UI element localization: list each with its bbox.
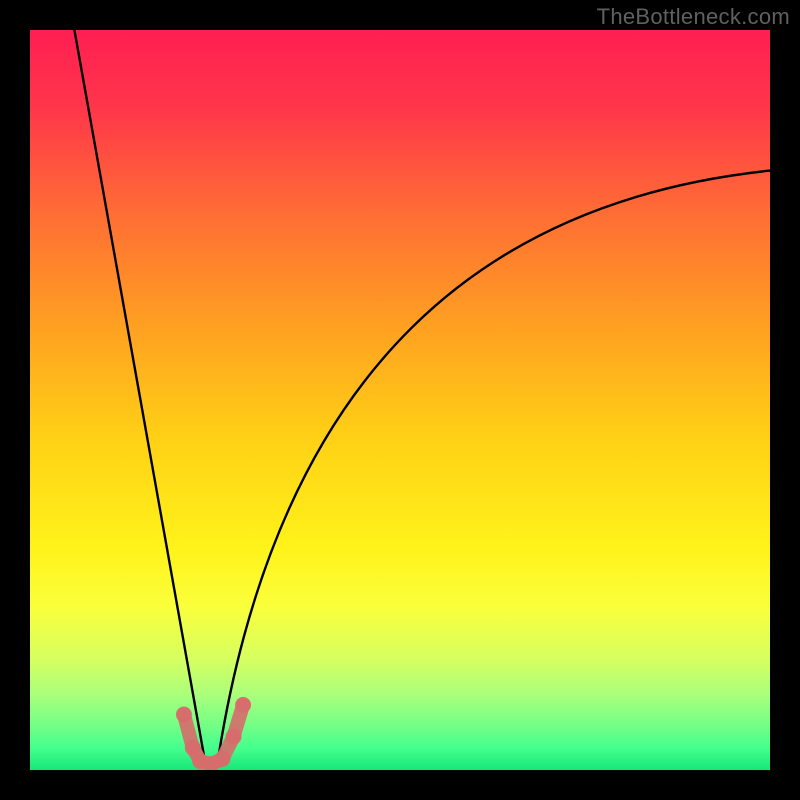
bottom-notch-marker	[176, 707, 192, 723]
watermark-text: TheBottleneck.com	[597, 4, 790, 30]
chart-stage: TheBottleneck.com	[0, 0, 800, 800]
chart-svg	[0, 0, 800, 800]
bottom-notch-marker	[226, 729, 242, 745]
bottom-notch-marker	[235, 697, 251, 713]
bottom-notch-marker	[214, 751, 230, 767]
